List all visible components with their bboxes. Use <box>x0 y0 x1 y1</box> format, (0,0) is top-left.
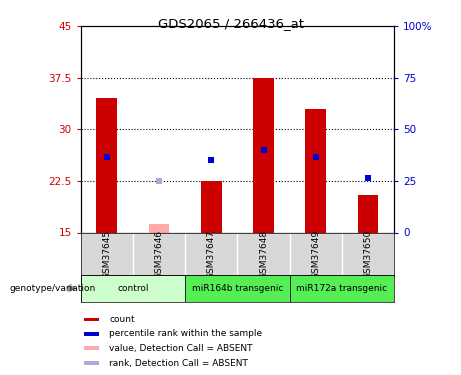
Bar <box>84 346 99 350</box>
Point <box>155 178 163 184</box>
Bar <box>358 195 378 232</box>
Text: GSM37645: GSM37645 <box>102 230 111 279</box>
Bar <box>253 78 274 232</box>
Point <box>207 158 215 164</box>
Text: GSM37650: GSM37650 <box>364 230 372 279</box>
Text: percentile rank within the sample: percentile rank within the sample <box>109 329 262 338</box>
Bar <box>305 109 326 232</box>
Text: GSM37648: GSM37648 <box>259 230 268 279</box>
Point <box>103 154 111 160</box>
Text: GSM37646: GSM37646 <box>154 230 164 279</box>
Point <box>260 147 267 153</box>
Bar <box>96 99 117 232</box>
Point <box>312 154 319 160</box>
Text: GDS2065 / 266436_at: GDS2065 / 266436_at <box>158 17 303 30</box>
Bar <box>84 318 99 321</box>
Text: GSM37647: GSM37647 <box>207 230 216 279</box>
Text: rank, Detection Call = ABSENT: rank, Detection Call = ABSENT <box>109 359 248 368</box>
Bar <box>84 362 99 365</box>
Text: miR164b transgenic: miR164b transgenic <box>192 284 283 293</box>
Text: value, Detection Call = ABSENT: value, Detection Call = ABSENT <box>109 344 253 352</box>
Point <box>364 174 372 180</box>
Text: control: control <box>117 284 148 293</box>
Bar <box>84 332 99 336</box>
Text: genotype/variation: genotype/variation <box>9 284 95 293</box>
Bar <box>148 224 170 232</box>
Text: count: count <box>109 315 135 324</box>
Bar <box>201 181 222 232</box>
Text: GSM37649: GSM37649 <box>311 230 320 279</box>
Text: miR172a transgenic: miR172a transgenic <box>296 284 388 293</box>
Bar <box>185 275 290 302</box>
Bar <box>81 275 185 302</box>
Bar <box>290 275 394 302</box>
